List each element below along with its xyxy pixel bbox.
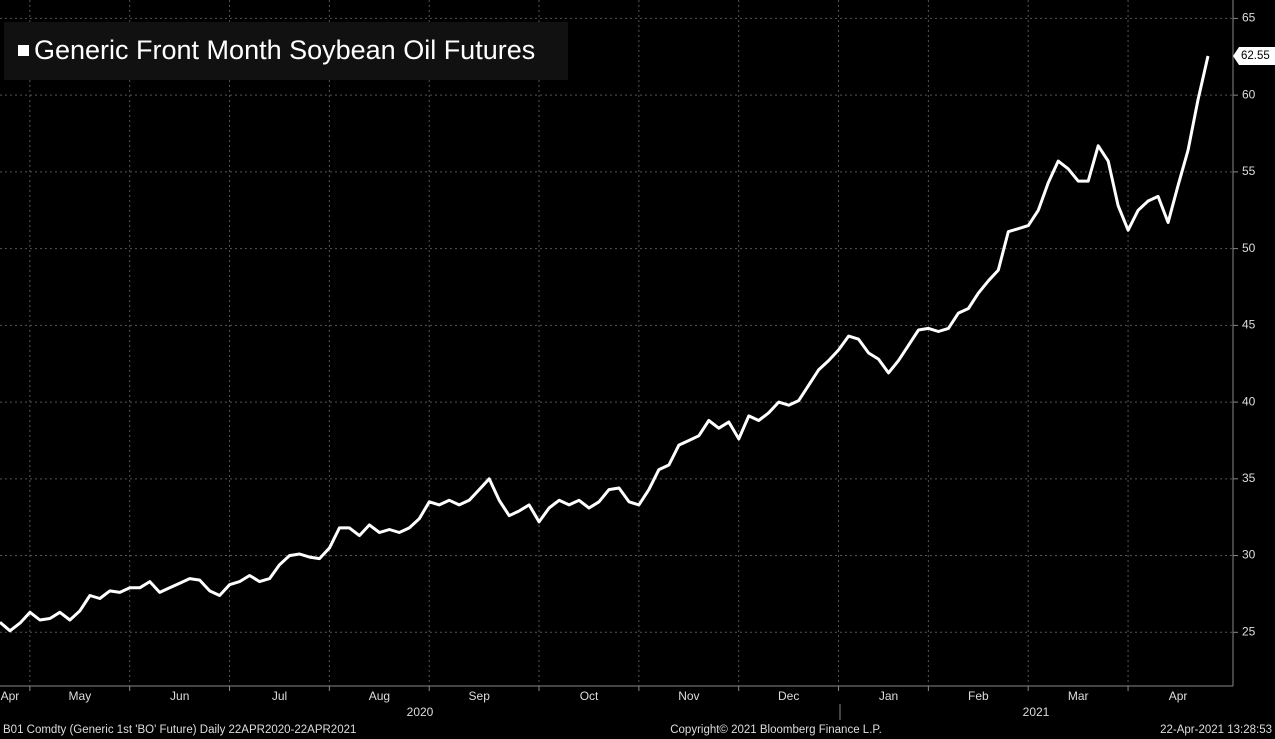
y-tick-label: 60 (1242, 87, 1256, 101)
last-value-label: 62.55 (1241, 50, 1270, 62)
x-tick-label: Apr (1, 689, 20, 703)
x-tick-label: Jul (272, 689, 287, 703)
last-value-box (1233, 47, 1275, 66)
x-tick-label: Jun (170, 689, 189, 703)
x-tick-label: Jan (879, 689, 898, 703)
x-tick-label: Dec (778, 689, 799, 703)
y-tick-label: 45 (1242, 318, 1256, 332)
y-tick-label: 65 (1242, 11, 1256, 25)
x-tick-label: Mar (1068, 689, 1089, 703)
x-tick-label: Sep (469, 689, 491, 703)
x-tick-label: Apr (1169, 689, 1188, 703)
x-tick-label: Feb (968, 689, 989, 703)
footer-center: Copyright© 2021 Bloomberg Finance L.P. (670, 724, 882, 736)
y-tick-label: 35 (1242, 471, 1256, 485)
y-tick-label: 40 (1242, 394, 1256, 408)
footer-right: 22-Apr-2021 13:28:53 (1160, 724, 1272, 736)
x-tick-label: Oct (580, 689, 599, 703)
x-tick-label: Nov (678, 689, 699, 703)
legend-box (4, 22, 568, 80)
y-tick-label: 25 (1242, 624, 1256, 638)
y-tick-label: 30 (1242, 548, 1256, 562)
x-tick-label: May (69, 689, 92, 703)
line (0, 55, 1210, 633)
legend-label: Generic Front Month Soybean Oil Futures (34, 35, 535, 65)
x-tick-label: Aug (369, 689, 390, 703)
legend-swatch (18, 45, 29, 56)
year-label: 2020 (407, 705, 434, 719)
y-tick-label: 55 (1242, 164, 1256, 178)
footer-left: B01 Comdty (Generic 1st 'BO' Future) Dai… (3, 724, 356, 736)
y-tick-label: 50 (1242, 241, 1256, 255)
year-label: 2021 (1023, 705, 1050, 719)
